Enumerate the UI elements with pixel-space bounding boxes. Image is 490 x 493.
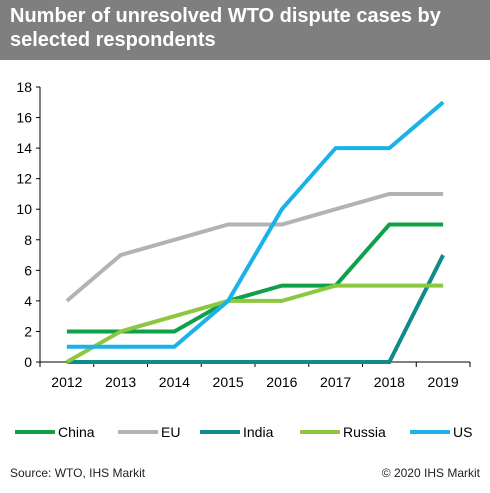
legend-label-us: US — [453, 424, 472, 440]
y-tick-label: 14 — [16, 140, 32, 156]
y-tick-label: 0 — [24, 354, 32, 370]
x-tick-label: 2014 — [159, 374, 190, 390]
series-line-eu — [65, 191, 444, 303]
legend-label-china: China — [58, 424, 95, 440]
x-tick-label: 2016 — [266, 374, 297, 390]
series-line-india — [66, 254, 445, 364]
x-tick-label: 2012 — [51, 374, 82, 390]
x-tick-label: 2017 — [320, 374, 351, 390]
y-tick-label: 2 — [24, 323, 32, 339]
y-tick-label: 8 — [24, 232, 32, 248]
y-tick-label: 4 — [24, 293, 32, 309]
line-chart: 0 2 4 6 8 10 12 14 16 18 2012 2013 2014 2015 2016 2017 2… — [15, 79, 472, 440]
y-tick-label: 6 — [24, 262, 32, 278]
series-line-russia — [65, 283, 444, 364]
legend-label-russia: Russia — [343, 424, 386, 440]
legend-label-india: India — [243, 424, 274, 440]
x-tick-label: 2018 — [374, 374, 405, 390]
y-tick-label: 18 — [16, 79, 32, 95]
series-line-china — [66, 222, 444, 334]
x-tick-label: 2015 — [213, 374, 244, 390]
chart-title: Number of unresolved WTO dispute cases b… — [10, 5, 441, 51]
copyright-note: © 2020 IHS Markit — [381, 466, 480, 480]
y-tick-label: 16 — [16, 110, 32, 126]
x-tick-label: 2019 — [428, 374, 459, 390]
y-tick-label: 12 — [16, 171, 32, 187]
y-tick-label: 10 — [16, 201, 32, 217]
x-tick-label: 2013 — [105, 374, 136, 390]
source-note: Source: WTO, IHS Markit — [10, 466, 146, 480]
series-line-us — [66, 100, 445, 349]
legend-label-eu: EU — [161, 424, 180, 440]
title-bar: Number of unresolved WTO dispute cases b… — [0, 0, 490, 60]
